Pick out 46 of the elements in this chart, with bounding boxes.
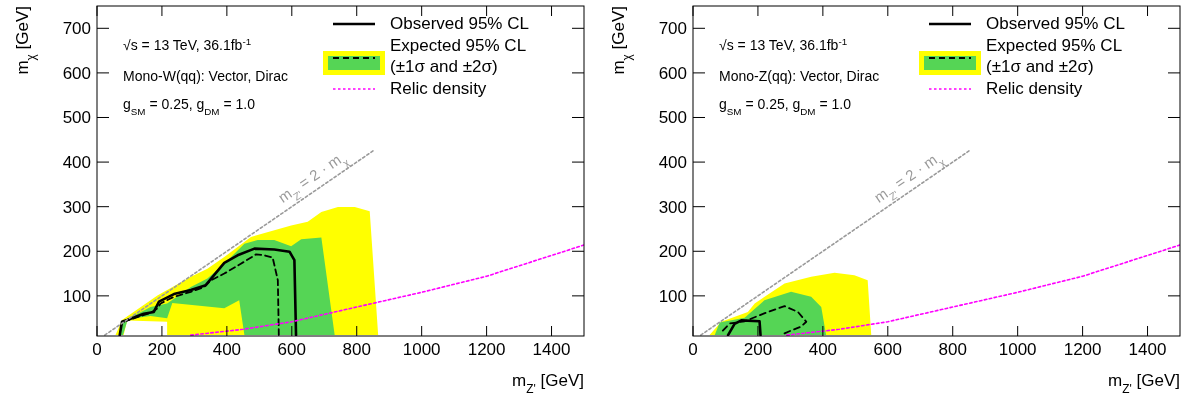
y-tick-label: 500	[62, 108, 91, 128]
x-axis-title: m$_{Z'}$ [GeV]	[1108, 371, 1180, 396]
x-tick-label: 400	[212, 340, 242, 359]
x-tick-label: 1200	[467, 340, 506, 359]
annotation: Mono-Z(qq): Vector, Dirac	[719, 68, 880, 84]
y-tick-label: 700	[62, 19, 91, 39]
x-tick-label: 600	[277, 340, 306, 359]
y-tick-label: 300	[62, 197, 91, 217]
x-tick-label: 200	[147, 340, 177, 359]
y-tick-label: 400	[658, 153, 687, 173]
y-tick-label: 600	[62, 63, 91, 83]
y-tick-label: 400	[62, 153, 91, 173]
y-tick-label: 300	[658, 197, 687, 217]
annotation: g$_{SM}$ = 0.25, g$_{DM}$ = 1.0	[123, 96, 256, 117]
x-tick-label: 1400	[532, 340, 571, 359]
annotation: √s = 13 TeV, 36.1fb$^{-1}$	[719, 35, 848, 53]
line-series	[190, 244, 584, 336]
y-tick-label: 200	[658, 242, 687, 262]
x-tick-label: 1200	[1063, 340, 1102, 359]
y-tick-label: 500	[658, 108, 687, 128]
x-tick-label: 1000	[998, 340, 1037, 359]
x-tick-label: 200	[743, 340, 773, 359]
y-tick-label: 600	[658, 63, 687, 83]
x-axis-title: m$_{Z'}$ [GeV]	[512, 371, 584, 396]
legend-label: Relic density	[390, 79, 487, 98]
x-tick-label: 0	[688, 340, 698, 359]
x-tick-label: 0	[92, 340, 102, 359]
line-series	[786, 244, 1180, 336]
legend-label: Observed 95% CL	[986, 14, 1125, 33]
x-tick-label: 800	[342, 340, 371, 359]
y-tick-label: 200	[62, 242, 91, 262]
y-tick-label: 100	[62, 286, 91, 306]
y-tick-label: 700	[658, 19, 687, 39]
x-tick-label: 400	[808, 340, 838, 359]
legend-label: Expected 95% CL (±1σ and ±2σ)	[986, 36, 1123, 76]
annotation: Mono-W(qq): Vector, Dirac	[123, 68, 288, 84]
annotation: g$_{SM}$ = 0.25, g$_{DM}$ = 1.0	[719, 96, 852, 117]
y-tick-label: 100	[658, 286, 687, 306]
annotation: √s = 13 TeV, 36.1fb$^{-1}$	[123, 35, 252, 53]
legend-label: Observed 95% CL	[390, 14, 529, 33]
legend-label: Expected 95% CL (±1σ and ±2σ)	[390, 36, 527, 76]
legend-label: Relic density	[986, 79, 1083, 98]
x-tick-label: 600	[873, 340, 902, 359]
x-tick-label: 800	[938, 340, 967, 359]
x-tick-label: 1000	[402, 340, 441, 359]
x-tick-label: 1400	[1128, 340, 1167, 359]
